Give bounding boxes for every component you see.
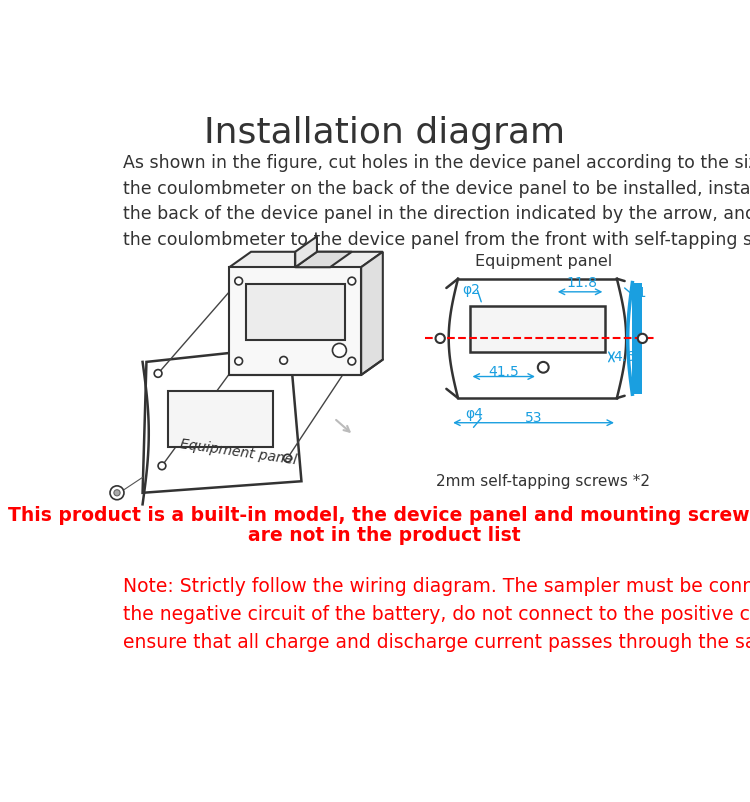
Polygon shape (362, 252, 382, 375)
Circle shape (154, 370, 162, 377)
Circle shape (638, 334, 647, 343)
Text: This product is a built-in model, the device panel and mounting screws: This product is a built-in model, the de… (8, 506, 750, 525)
Text: Note: Strictly follow the wiring diagram. The sampler must be connected to
the n: Note: Strictly follow the wiring diagram… (123, 577, 750, 653)
Circle shape (280, 357, 287, 364)
Text: 2mm self-tapping screws *2: 2mm self-tapping screws *2 (436, 474, 650, 488)
Polygon shape (230, 267, 362, 375)
Text: As shown in the figure, cut holes in the device panel according to the size, pla: As shown in the figure, cut holes in the… (123, 154, 750, 249)
Circle shape (538, 362, 549, 373)
Text: 53: 53 (525, 411, 542, 425)
Text: 4.6: 4.6 (614, 350, 636, 364)
Text: φ2: φ2 (462, 283, 480, 298)
Circle shape (110, 486, 124, 500)
Polygon shape (142, 346, 302, 492)
Circle shape (114, 490, 120, 496)
Text: R1: R1 (628, 286, 647, 300)
Text: are not in the product list: are not in the product list (248, 526, 520, 545)
Text: φ4: φ4 (466, 407, 484, 421)
Circle shape (348, 277, 355, 285)
Text: 11.8: 11.8 (566, 276, 598, 290)
Text: 41.5: 41.5 (488, 365, 519, 379)
Circle shape (348, 357, 355, 365)
Circle shape (235, 357, 242, 365)
Polygon shape (168, 391, 273, 447)
Circle shape (332, 343, 346, 357)
Text: Equipment panel: Equipment panel (179, 438, 298, 468)
Polygon shape (296, 252, 352, 267)
Circle shape (235, 277, 242, 285)
Text: Installation diagram: Installation diagram (204, 116, 565, 150)
Circle shape (158, 462, 166, 470)
Polygon shape (296, 237, 317, 267)
Circle shape (436, 334, 445, 343)
Polygon shape (230, 252, 382, 267)
Polygon shape (247, 284, 345, 339)
Polygon shape (632, 282, 642, 395)
Text: Equipment panel: Equipment panel (475, 254, 612, 269)
Polygon shape (470, 306, 605, 352)
Circle shape (284, 454, 291, 462)
Polygon shape (296, 252, 330, 267)
